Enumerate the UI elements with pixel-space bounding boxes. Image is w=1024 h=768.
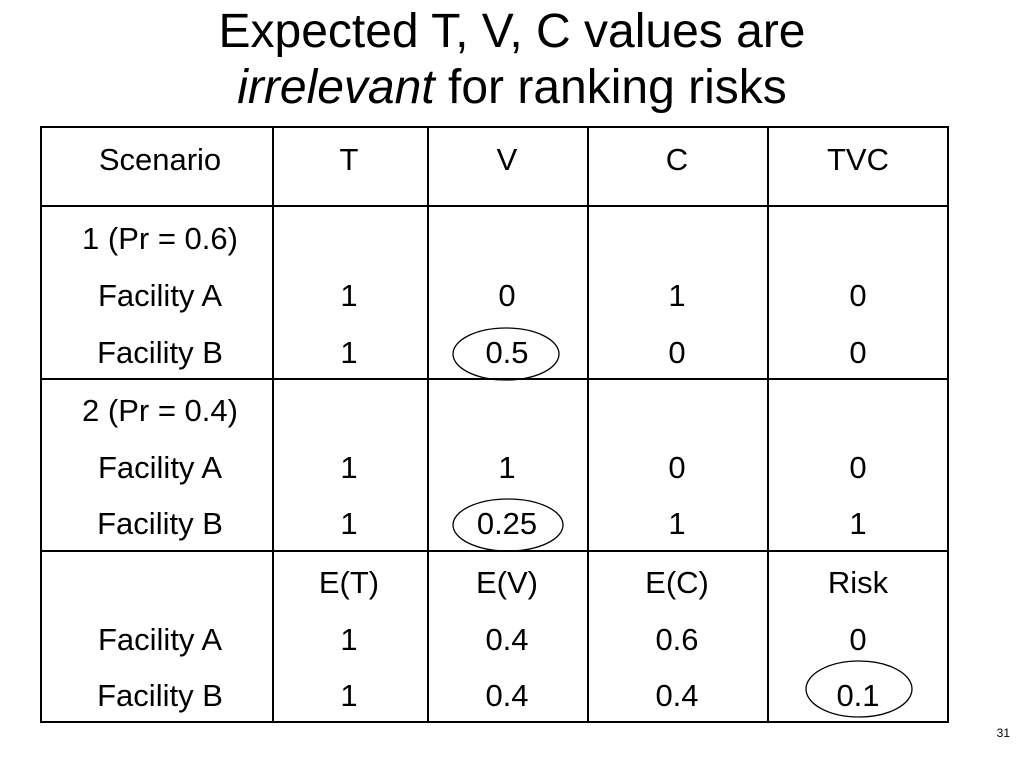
exp-a-ec: 0.6 xyxy=(655,622,699,657)
exp-facility-b: Facility B xyxy=(97,678,223,713)
scenario-2-label: 2 (Pr = 0.4) xyxy=(82,393,238,428)
row-divider xyxy=(42,205,947,207)
header-scenario: Scenario xyxy=(98,142,222,177)
header-t: T xyxy=(339,142,359,177)
s2-a-t: 1 xyxy=(340,450,358,485)
s2-b-t: 1 xyxy=(340,506,358,541)
col-divider xyxy=(587,128,589,721)
s1-a-c: 1 xyxy=(668,278,686,313)
header-et: E(T) xyxy=(318,565,380,600)
header-c: C xyxy=(665,142,689,177)
title-line-2: irrelevant for ranking risks xyxy=(0,60,1024,116)
header-ev: E(V) xyxy=(476,565,538,600)
s1-a-v: 0 xyxy=(498,278,516,313)
exp-a-risk: 0 xyxy=(849,622,867,657)
s2-b-c: 1 xyxy=(668,506,686,541)
s1-b-v: 0.5 xyxy=(485,335,529,370)
s1-facility-a: Facility A xyxy=(97,278,223,313)
exp-facility-a: Facility A xyxy=(97,622,223,657)
col-divider xyxy=(272,128,274,721)
s2-a-v: 1 xyxy=(498,450,516,485)
highlight-circle xyxy=(452,327,560,381)
exp-a-et: 1 xyxy=(340,622,358,657)
title-line-1: Expected T, V, C values are xyxy=(218,5,806,58)
exp-a-ev: 0.4 xyxy=(485,622,529,657)
s2-facility-a: Facility A xyxy=(97,450,223,485)
s2-b-v: 0.25 xyxy=(476,506,538,541)
col-divider xyxy=(767,128,769,721)
s1-b-tvc: 0 xyxy=(849,335,867,370)
page-number: 31 xyxy=(996,726,1010,740)
scenario-1-label: 1 (Pr = 0.6) xyxy=(82,221,238,256)
risk-table: Scenario T V C TVC 1 (Pr = 0.6) Facility… xyxy=(40,126,949,723)
title-rest: for ranking risks xyxy=(434,61,787,114)
exp-b-ec: 0.4 xyxy=(655,678,699,713)
s1-facility-b: Facility B xyxy=(97,335,223,370)
s1-b-t: 1 xyxy=(340,335,358,370)
s1-b-c: 0 xyxy=(668,335,686,370)
col-divider xyxy=(427,128,429,721)
header-tvc: TVC xyxy=(827,142,889,177)
s2-facility-b: Facility B xyxy=(97,506,223,541)
exp-b-ev: 0.4 xyxy=(485,678,529,713)
exp-b-risk: 0.1 xyxy=(836,678,880,713)
row-divider xyxy=(42,378,947,380)
header-ec: E(C) xyxy=(645,565,709,600)
header-risk: Risk xyxy=(827,565,889,600)
title-emphasis: irrelevant xyxy=(237,61,435,114)
s1-a-t: 1 xyxy=(340,278,358,313)
s2-a-c: 0 xyxy=(668,450,686,485)
s1-a-tvc: 0 xyxy=(849,278,867,313)
highlight-circle xyxy=(805,660,913,718)
header-v: V xyxy=(496,142,518,177)
s2-b-tvc: 1 xyxy=(849,506,867,541)
slide-title: Expected T, V, C values are irrelevant f… xyxy=(0,4,1024,116)
highlight-circle xyxy=(452,498,564,552)
exp-b-et: 1 xyxy=(340,678,358,713)
s2-a-tvc: 0 xyxy=(849,450,867,485)
